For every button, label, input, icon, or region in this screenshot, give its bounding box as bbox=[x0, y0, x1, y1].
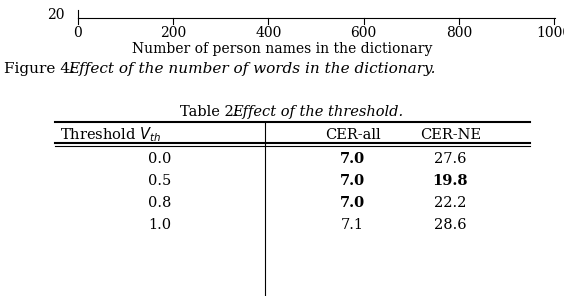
Text: 7.1: 7.1 bbox=[341, 218, 364, 232]
Text: Figure 4:: Figure 4: bbox=[4, 62, 75, 76]
Text: 19.8: 19.8 bbox=[433, 174, 468, 188]
Text: 400: 400 bbox=[255, 26, 281, 40]
Text: Effect of the threshold.: Effect of the threshold. bbox=[232, 105, 403, 119]
Text: 7.0: 7.0 bbox=[340, 174, 365, 188]
Text: Effect of the number of words in the dictionary.: Effect of the number of words in the dic… bbox=[68, 62, 435, 76]
Text: 1000: 1000 bbox=[536, 26, 564, 40]
Text: Threshold $V_{th}$: Threshold $V_{th}$ bbox=[60, 126, 161, 144]
Text: 22.2: 22.2 bbox=[434, 196, 466, 210]
Text: 7.0: 7.0 bbox=[340, 196, 365, 210]
Text: 0.5: 0.5 bbox=[148, 174, 171, 188]
Text: 200: 200 bbox=[160, 26, 186, 40]
Text: Table 2:: Table 2: bbox=[180, 105, 248, 119]
Text: CER-NE: CER-NE bbox=[420, 128, 481, 142]
Text: Number of person names in the dictionary: Number of person names in the dictionary bbox=[132, 42, 432, 56]
Text: 27.6: 27.6 bbox=[434, 152, 467, 166]
Text: 7.0: 7.0 bbox=[340, 152, 365, 166]
Text: 1.0: 1.0 bbox=[148, 218, 171, 232]
Text: 28.6: 28.6 bbox=[434, 218, 467, 232]
Text: 0.0: 0.0 bbox=[148, 152, 171, 166]
Text: 600: 600 bbox=[350, 26, 377, 40]
Text: 20: 20 bbox=[47, 8, 65, 22]
Text: CER-all: CER-all bbox=[325, 128, 380, 142]
Text: 800: 800 bbox=[446, 26, 472, 40]
Text: 0: 0 bbox=[74, 26, 82, 40]
Text: 0.8: 0.8 bbox=[148, 196, 171, 210]
